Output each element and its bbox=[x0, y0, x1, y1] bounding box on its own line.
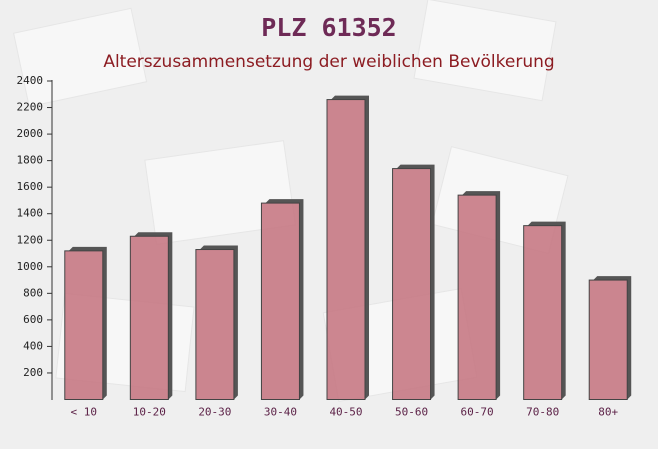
y-tick-label: 2000 bbox=[17, 127, 44, 140]
x-tick-label: 80+ bbox=[598, 406, 618, 419]
bar bbox=[523, 225, 563, 400]
bar bbox=[457, 194, 497, 400]
chart-title: PLZ 61352 bbox=[261, 13, 396, 42]
bar bbox=[260, 202, 300, 400]
x-tick-label: 20-30 bbox=[198, 406, 231, 419]
y-tick-label: 2200 bbox=[17, 101, 44, 114]
x-tick-label: 60-70 bbox=[461, 406, 494, 419]
x-tick-label: 30-40 bbox=[264, 406, 297, 419]
y-tick-label: 1200 bbox=[17, 233, 44, 246]
y-tick-label: 1600 bbox=[17, 180, 44, 193]
y-tick-label: 600 bbox=[23, 313, 43, 326]
bar bbox=[326, 99, 366, 401]
bar bbox=[64, 250, 104, 400]
x-tick-label: 10-20 bbox=[133, 406, 166, 419]
x-tick-label: 70-80 bbox=[526, 406, 559, 419]
y-tick-label: 800 bbox=[23, 286, 43, 299]
y-tick-label: 1000 bbox=[17, 260, 44, 273]
y-tick-label: 1800 bbox=[17, 154, 44, 167]
x-tick-label: < 10 bbox=[71, 406, 98, 419]
bar bbox=[392, 168, 432, 400]
y-tick-label: 1400 bbox=[17, 207, 44, 220]
y-tick-label: 400 bbox=[23, 339, 43, 352]
bar bbox=[195, 249, 235, 400]
bar bbox=[588, 279, 628, 400]
y-tick-label: 2400 bbox=[17, 74, 44, 87]
chart-subtitle: Alterszusammensetzung der weiblichen Bev… bbox=[103, 52, 554, 72]
x-tick-label: 40-50 bbox=[329, 406, 362, 419]
bar bbox=[129, 235, 169, 400]
y-tick-label: 200 bbox=[23, 366, 43, 379]
x-tick-label: 50-60 bbox=[395, 406, 428, 419]
